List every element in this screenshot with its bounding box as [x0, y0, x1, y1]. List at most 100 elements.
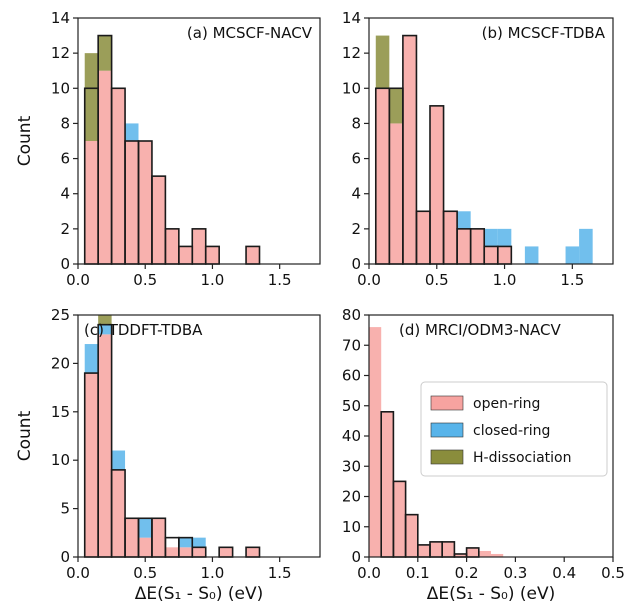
- x-tick-label: 0.3: [503, 564, 527, 582]
- bar-open-ring-bin-3: [125, 141, 139, 264]
- y-tick-label: 10: [342, 518, 361, 536]
- bar-closed-ring-bin-7: [178, 537, 193, 548]
- bar-open-ring-bin-6: [165, 547, 179, 557]
- bar-open-ring-bin-7: [454, 553, 467, 557]
- y-tick-label: 4: [60, 185, 70, 203]
- y-tick-label: 20: [342, 488, 361, 506]
- y-tick-label: 5: [60, 500, 70, 518]
- y-tick-label: 12: [51, 44, 70, 62]
- x-tick-label: 0.5: [601, 564, 625, 582]
- bar-open-ring-bin-5: [430, 541, 443, 557]
- bar-H-dissociation-bin-1: [98, 315, 112, 325]
- y-tick-label: 10: [51, 451, 70, 469]
- bar-open-ring-bin-9: [497, 246, 512, 264]
- y-tick-label: 6: [351, 150, 361, 168]
- y-axis-label: Count: [15, 410, 35, 461]
- bar-closed-ring-bin-15: [579, 228, 593, 264]
- bar-open-ring-bin-6: [457, 228, 471, 264]
- y-tick-label: 80: [342, 306, 361, 324]
- bar-open-ring-bin-6: [442, 541, 455, 557]
- bar-open-ring-bin-8: [192, 228, 206, 264]
- bar-open-ring-bin-9: [478, 550, 491, 557]
- bar-closed-ring-bin-2: [111, 450, 126, 470]
- legend-swatch-open-ring: [430, 395, 464, 411]
- bar-open-ring-bin-9: [205, 246, 220, 264]
- y-tick-label: 6: [60, 150, 70, 168]
- y-tick-label: 0: [60, 548, 70, 566]
- y-axis-label: Count: [15, 115, 35, 166]
- bar-open-ring-bin-12: [246, 246, 260, 264]
- x-tick-label: 1.0: [201, 271, 225, 289]
- panel-a: 0.0 0.5 1.0 1.5 0 2 4 6 8 10 12 14 (a) MCSCF-NACV Cou…: [15, 9, 321, 289]
- bar-closed-ring-bin-11: [524, 246, 539, 264]
- bar-closed-ring-bin-0: [84, 344, 99, 374]
- y-tick-label: 8: [60, 114, 70, 132]
- x-tick-label: 1.5: [268, 564, 292, 582]
- bar-open-ring-bin-4: [417, 544, 430, 557]
- x-tick-label: 0.4: [552, 564, 576, 582]
- bar-open-ring-bin-3: [416, 211, 430, 264]
- legend-swatch-closed-ring: [430, 422, 464, 438]
- y-tick-label: 4: [351, 185, 361, 203]
- y-tick-label: 50: [342, 397, 361, 415]
- bar-open-ring-bin-4: [138, 141, 152, 264]
- bar-open-ring-bin-8: [466, 547, 479, 557]
- bar-open-ring-bin-1: [98, 70, 112, 264]
- x-tick-label: 0.5: [425, 271, 449, 289]
- bar-open-ring-bin-3: [405, 514, 418, 557]
- x-tick-label: 0.0: [66, 564, 90, 582]
- y-tick-label: 2: [60, 220, 70, 238]
- bar-closed-ring-bin-8: [484, 228, 498, 247]
- bar-open-ring-bin-7: [178, 246, 193, 264]
- bar-H-dissociation-bin-1: [389, 88, 403, 124]
- panel-title: (d) MRCI/ODM3-NACV: [399, 321, 562, 339]
- panel-title: (a) MCSCF-NACV: [187, 24, 313, 42]
- y-tick-label: 20: [51, 354, 70, 372]
- legend-swatch-H-dissociation: [430, 449, 464, 465]
- panel-title: (c) TDDFT-TDBA: [84, 321, 203, 339]
- bar-open-ring-bin-8: [192, 547, 206, 557]
- axes-frame: [368, 17, 614, 265]
- bar-closed-ring-bin-9: [497, 228, 512, 247]
- panel-b: 0.0 0.5 1.0 1.5 0 2 4 6 8 10 12 14 (b) MCSCF-TDBA: [342, 9, 614, 289]
- x-tick-label: 1.0: [201, 564, 225, 582]
- bar-open-ring-bin-0: [84, 141, 99, 264]
- y-tick-label: 60: [342, 367, 361, 385]
- bar-open-ring-bin-7: [470, 228, 485, 264]
- legend-label-open-ring: open-ring: [473, 396, 540, 412]
- x-tick-label: 1.5: [560, 271, 584, 289]
- y-tick-label: 30: [342, 457, 361, 475]
- x-tick-label: 1.0: [493, 271, 517, 289]
- bar-open-ring-bin-2: [111, 469, 126, 557]
- bar-closed-ring-bin-6: [457, 211, 471, 229]
- bar-open-ring-bin-2: [402, 35, 417, 265]
- x-tick-label: 0.1: [406, 564, 430, 582]
- legend-label-closed-ring: closed-ring: [473, 423, 550, 439]
- bar-closed-ring-bin-3: [125, 123, 139, 141]
- y-tick-label: 14: [342, 9, 361, 27]
- bar-open-ring-bin-5: [443, 211, 458, 264]
- x-axis-label: ΔE(S₁ - S₀) (eV): [427, 584, 556, 604]
- y-tick-label: 0: [351, 548, 361, 566]
- bar-open-ring-bin-0: [369, 327, 382, 557]
- x-tick-label: 0.5: [133, 564, 157, 582]
- bar-open-ring-bin-5: [151, 518, 166, 557]
- y-tick-label: 12: [342, 44, 361, 62]
- bar-open-ring-bin-2: [393, 481, 406, 557]
- legend-label-H-dissociation: H-dissociation: [473, 450, 572, 466]
- bar-open-ring-bin-2: [111, 88, 126, 265]
- bar-H-dissociation-bin-1: [98, 35, 112, 71]
- y-tick-label: 2: [351, 220, 361, 238]
- bar-open-ring-bin-4: [138, 537, 152, 557]
- y-tick-label: 70: [342, 336, 361, 354]
- bar-open-ring-bin-10: [491, 553, 504, 557]
- x-tick-label: 0.0: [66, 271, 90, 289]
- y-tick-label: 14: [51, 9, 70, 27]
- y-tick-label: 15: [51, 403, 70, 421]
- bar-open-ring-bin-3: [125, 518, 139, 557]
- bar-closed-ring-bin-1: [98, 324, 112, 335]
- axes-frame: [77, 314, 321, 558]
- legend-box: [420, 381, 608, 477]
- x-axis-label: ΔE(S₁ - S₀) (eV): [135, 584, 264, 604]
